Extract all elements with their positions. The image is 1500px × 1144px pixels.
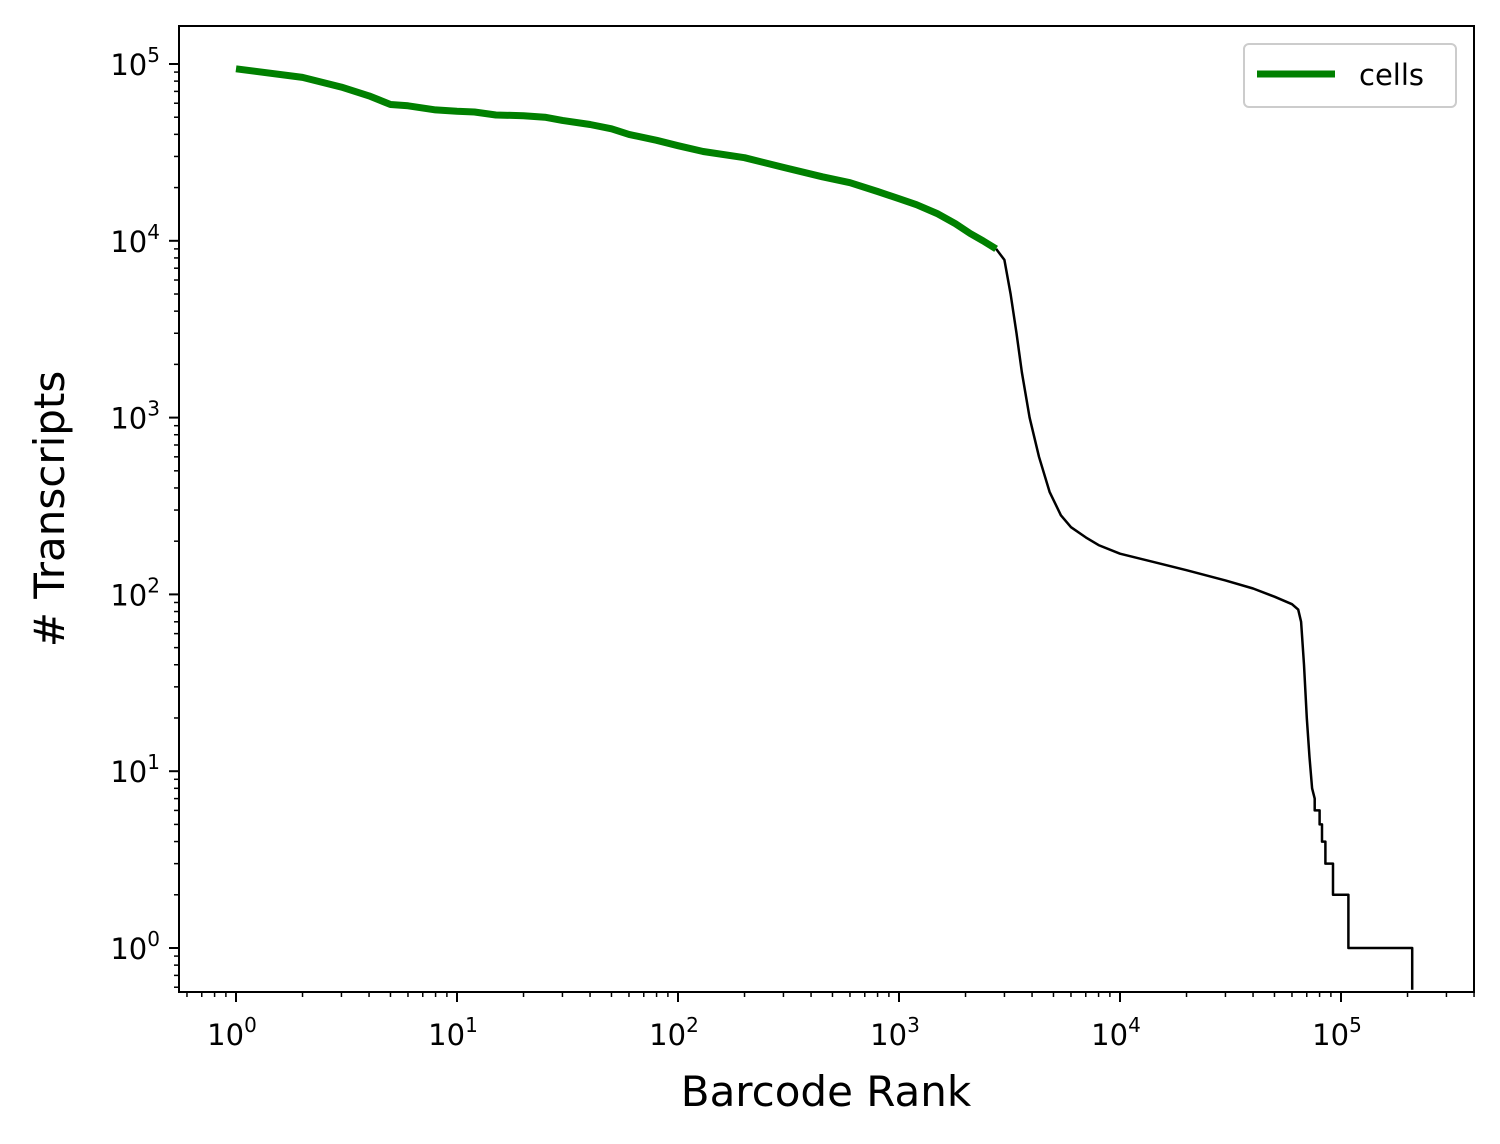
major-ticks [169, 63, 1342, 1002]
series-line-all-barcodes [995, 248, 1414, 990]
series-line-cells [235, 65, 998, 252]
x-tick-label: 102 [649, 1013, 699, 1052]
series-layer [235, 65, 1414, 990]
legend: cells [1243, 43, 1457, 108]
x-axis-title: Barcode Rank [681, 1067, 972, 1116]
x-tick-label: 105 [1312, 1013, 1362, 1052]
legend-label-cells: cells [1359, 58, 1424, 92]
plot-frame [178, 25, 1475, 993]
y-tick-label: 104 [110, 220, 160, 259]
x-tick-label: 100 [207, 1013, 257, 1052]
x-tick-label: 104 [1091, 1013, 1141, 1052]
legend-box [1243, 43, 1457, 108]
tick-labels: 100 101 102 103 104 105 100 101 102 103 104 105 [110, 43, 1361, 1052]
y-tick-label: 103 [110, 397, 160, 436]
y-tick-label: 102 [110, 573, 160, 612]
plot-background [179, 26, 1474, 992]
y-tick-label: 101 [110, 750, 160, 789]
y-tick-label: 105 [110, 43, 160, 82]
x-tick-label: 103 [870, 1013, 920, 1052]
y-axis-title: # Transcripts [25, 371, 74, 648]
y-tick-label: 100 [110, 927, 160, 966]
x-tick-label: 101 [428, 1013, 478, 1052]
